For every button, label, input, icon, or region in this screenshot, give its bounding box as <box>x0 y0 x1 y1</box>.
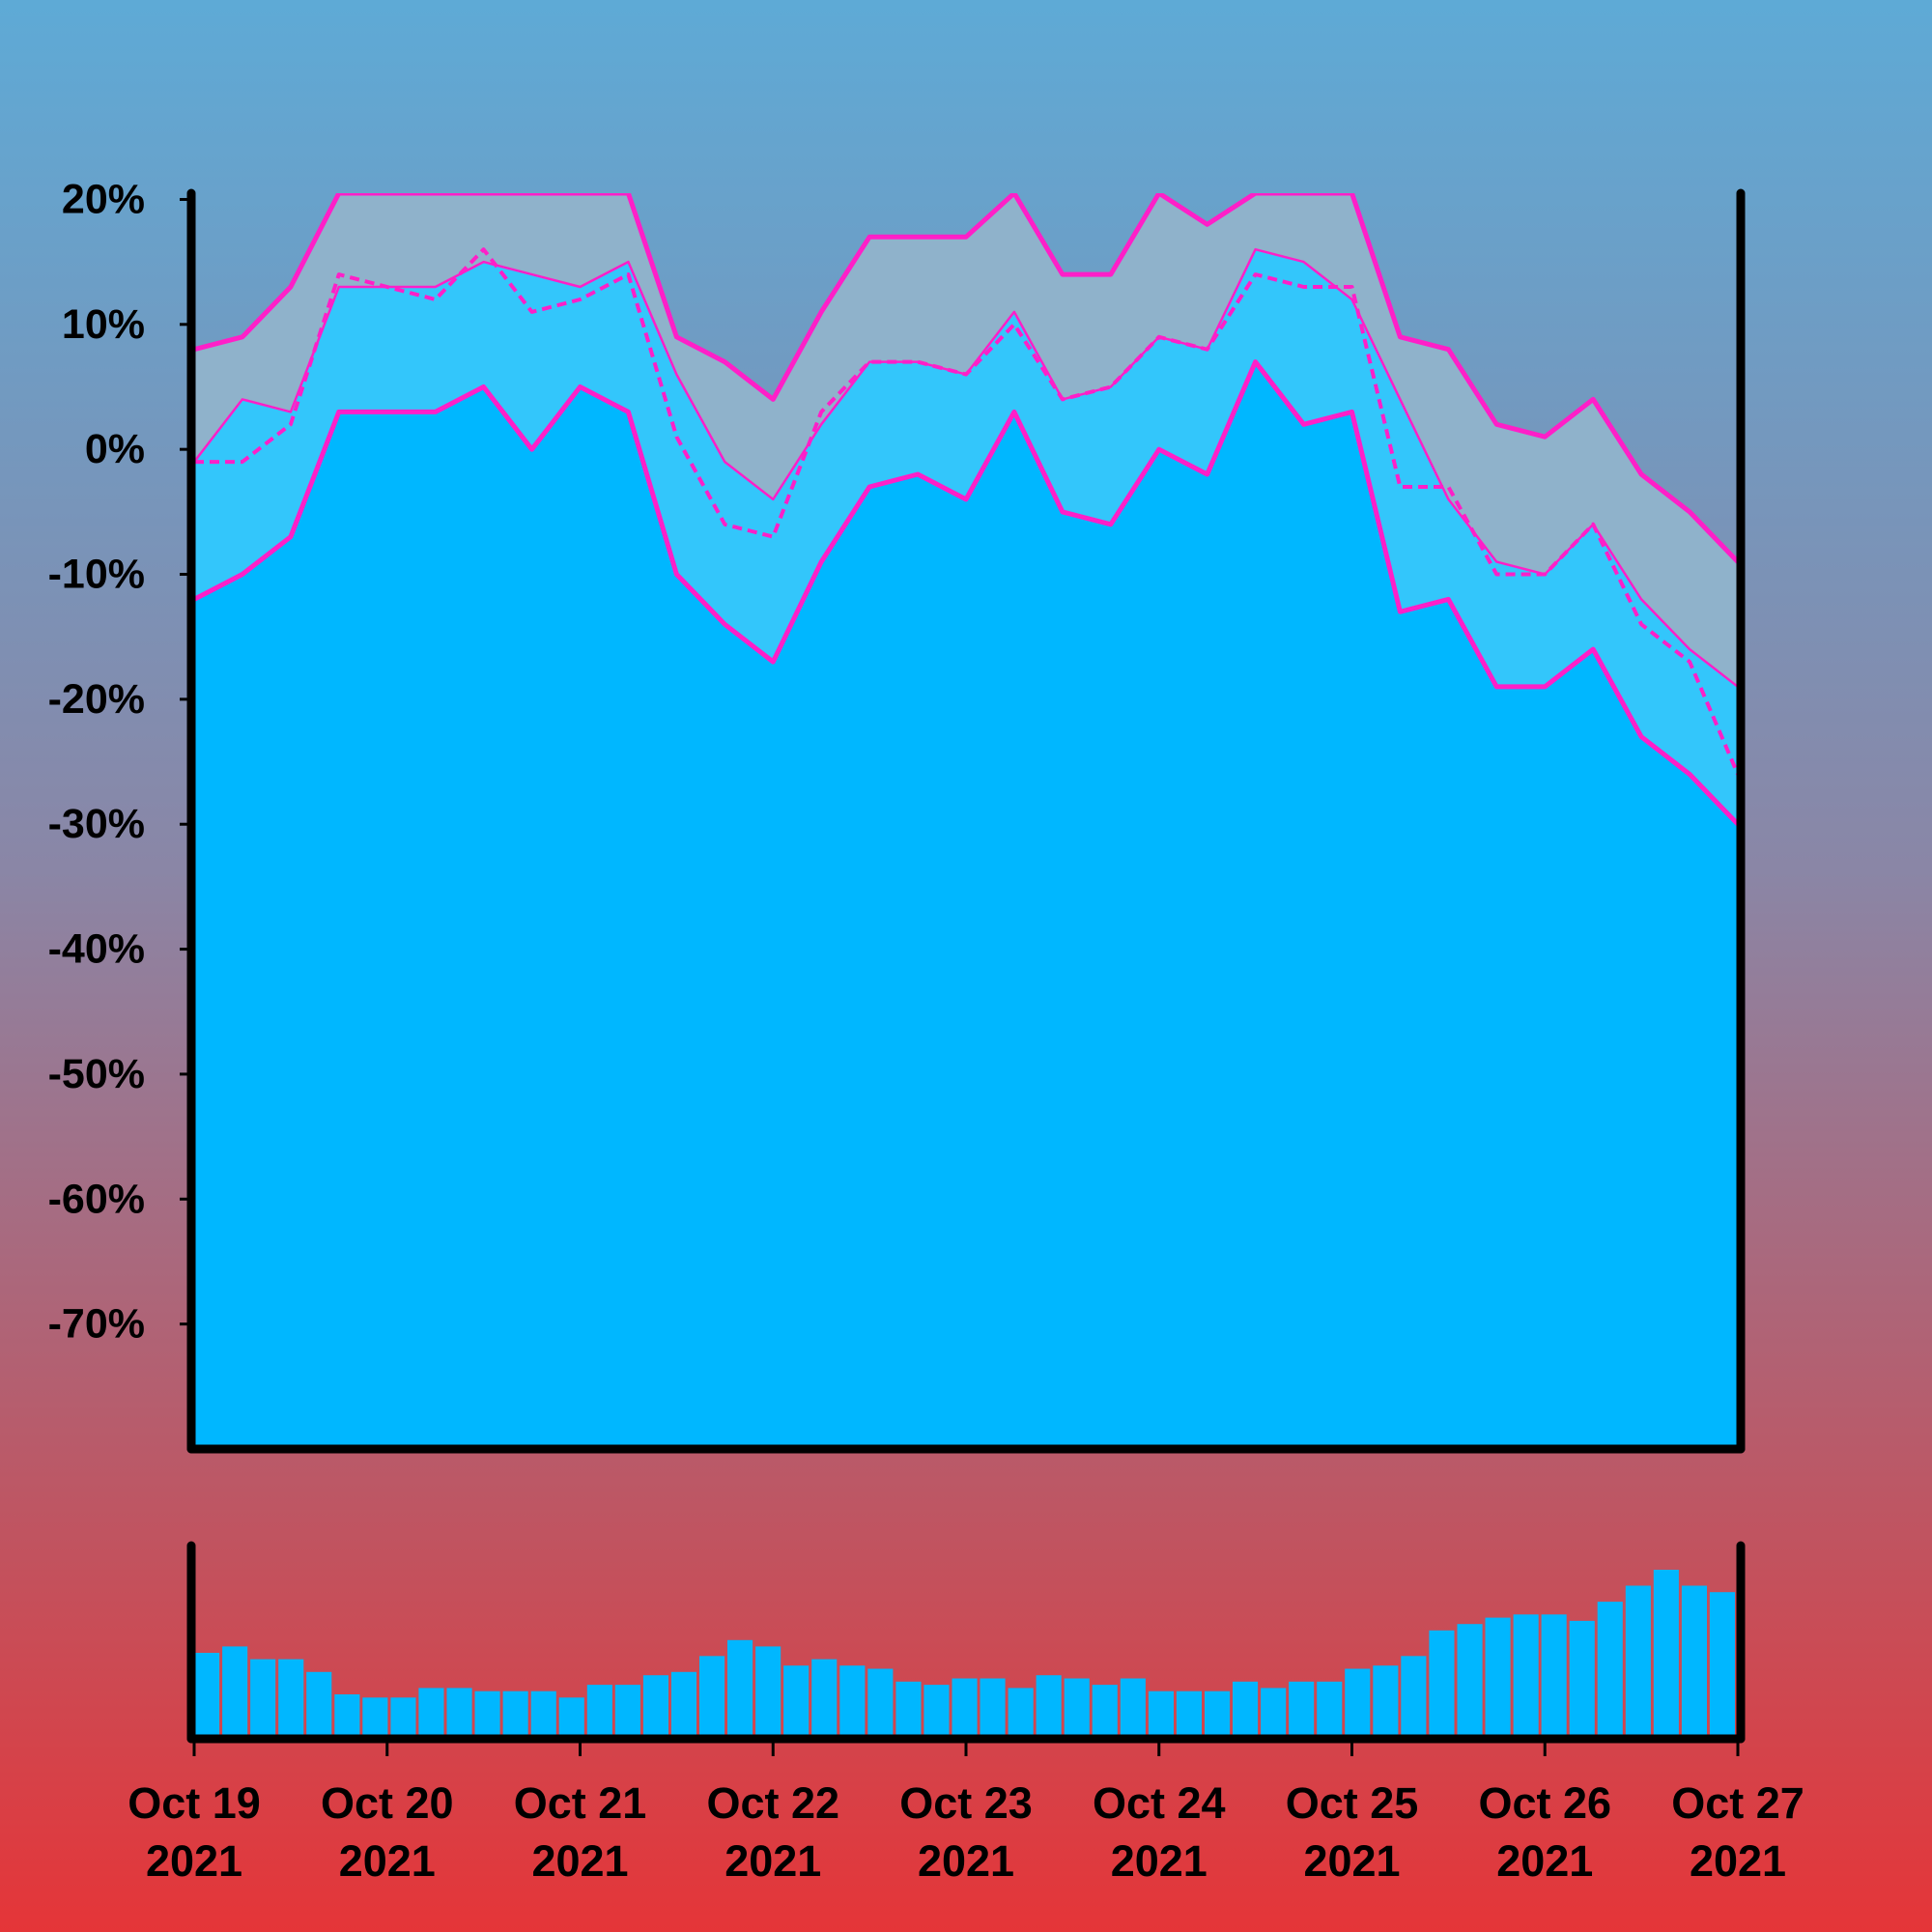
y-tick-label: -20% <box>48 676 145 723</box>
volume-bar <box>1457 1624 1483 1736</box>
volume-bar <box>1036 1675 1062 1736</box>
x-tick-labels: Oct 19 2021 Oct 20 2021 Oct 21 2021 Oct 22 2021… <box>128 1739 1804 1886</box>
y-tick-label: -10% <box>48 552 145 598</box>
x-tick-label-date: Oct 22 <box>706 1778 839 1828</box>
volume-bar <box>839 1665 866 1736</box>
volume-bar <box>867 1668 894 1736</box>
x-tick-label-date: Oct 27 <box>1671 1778 1804 1828</box>
volume-bar <box>1485 1617 1511 1736</box>
volume-bar <box>1233 1681 1259 1736</box>
x-tick-label-year: 2021 <box>918 1836 1014 1886</box>
y-tick-label: -40% <box>48 926 145 973</box>
volume-bar <box>727 1639 753 1736</box>
volume-bar <box>783 1665 810 1736</box>
volume-bar <box>1625 1585 1651 1736</box>
middle-band-area <box>194 249 1738 825</box>
volume-bar <box>334 1694 360 1736</box>
x-tick-label-year: 2021 <box>1496 1836 1593 1886</box>
volume-bar <box>222 1646 248 1736</box>
x-tick-label-date: Oct 21 <box>514 1778 647 1828</box>
upper-envelope-line <box>194 193 1738 564</box>
y-tick-label: -70% <box>48 1301 145 1348</box>
x-tick-label-date: Oct 24 <box>1093 1778 1226 1828</box>
x-tick-label-date: Oct 20 <box>321 1778 454 1828</box>
volume-bar <box>1709 1592 1735 1736</box>
volume-bar <box>642 1675 668 1736</box>
volume-bar <box>474 1690 500 1736</box>
y-tick-label: 10% <box>62 301 145 348</box>
price-line-layer <box>194 193 1738 826</box>
volume-bar <box>755 1646 781 1736</box>
volume-bar <box>895 1681 922 1736</box>
x-tick-label-date: Oct 26 <box>1478 1778 1611 1828</box>
volume-bar <box>1513 1614 1539 1736</box>
volume-bar <box>1597 1602 1623 1736</box>
volume-bar <box>362 1697 388 1736</box>
volume-bar <box>1317 1681 1343 1736</box>
x-tick-label-year: 2021 <box>1111 1836 1208 1886</box>
volume-bar <box>530 1690 556 1736</box>
x-tick-label-date: Oct 19 <box>128 1778 261 1828</box>
x-tick-label-date: Oct 25 <box>1286 1778 1419 1828</box>
y-tick-label: -50% <box>48 1051 145 1097</box>
volume-bar <box>1205 1690 1231 1736</box>
volume-bar <box>418 1688 444 1736</box>
volume-bar <box>811 1659 838 1736</box>
x-tick-label-date: Oct 23 <box>899 1778 1033 1828</box>
x-tick-label-year: 2021 <box>724 1836 821 1886</box>
volume-bar <box>980 1678 1006 1736</box>
main-area <box>194 361 1738 1449</box>
volume-bar <box>1429 1630 1455 1736</box>
x-tick-label-year: 2021 <box>1303 1836 1400 1886</box>
x-tick-label-year: 2021 <box>146 1836 242 1886</box>
volume-bar <box>1092 1685 1118 1736</box>
volume-bar-layer <box>194 1570 1735 1736</box>
y-tick-labels: 20% 10% 0% -10% -20% -30% -40% -50% -60% -70% <box>48 176 191 1348</box>
volume-bar <box>1541 1614 1567 1736</box>
volume-bar <box>1401 1656 1427 1736</box>
volume-bar <box>1176 1690 1202 1736</box>
volume-bar <box>952 1678 978 1736</box>
volume-bar <box>278 1659 304 1736</box>
upper-envelope-area <box>194 193 1738 687</box>
x-tick-label-year: 2021 <box>531 1836 628 1886</box>
volume-bar <box>502 1690 528 1736</box>
volume-bar <box>1569 1620 1595 1736</box>
volume-bar <box>194 1653 220 1736</box>
mid-line <box>194 247 1738 776</box>
volume-bar <box>1120 1678 1146 1736</box>
volume-bar <box>699 1656 725 1736</box>
volume-bar <box>1064 1678 1090 1736</box>
volume-bar <box>250 1659 276 1736</box>
x-tick-label-year: 2021 <box>1690 1836 1786 1886</box>
volume-bar <box>1148 1690 1174 1736</box>
volume-bar <box>558 1697 584 1736</box>
volume-bar <box>1373 1665 1399 1736</box>
volume-bar <box>1653 1570 1679 1736</box>
volume-bar <box>306 1671 332 1736</box>
volume-bar <box>1345 1668 1371 1736</box>
price-area-layer <box>194 193 1738 1449</box>
x-tick-label-year: 2021 <box>339 1836 436 1886</box>
y-tick-label: -60% <box>48 1176 145 1222</box>
volume-bar <box>1681 1585 1707 1736</box>
volume-bar <box>586 1685 612 1736</box>
volume-bar <box>1289 1681 1315 1736</box>
volume-bar <box>923 1685 950 1736</box>
y-tick-label: -30% <box>48 801 145 847</box>
y-tick-label: 20% <box>62 176 145 222</box>
volume-bar <box>1008 1688 1034 1736</box>
y-tick-label: 0% <box>85 426 145 472</box>
volume-bar <box>1261 1688 1287 1736</box>
volume-bar <box>446 1688 472 1736</box>
volume-bar <box>614 1685 640 1736</box>
lower-envelope-line <box>194 359 1738 826</box>
volume-bar <box>390 1697 416 1736</box>
volume-bar <box>670 1671 696 1736</box>
